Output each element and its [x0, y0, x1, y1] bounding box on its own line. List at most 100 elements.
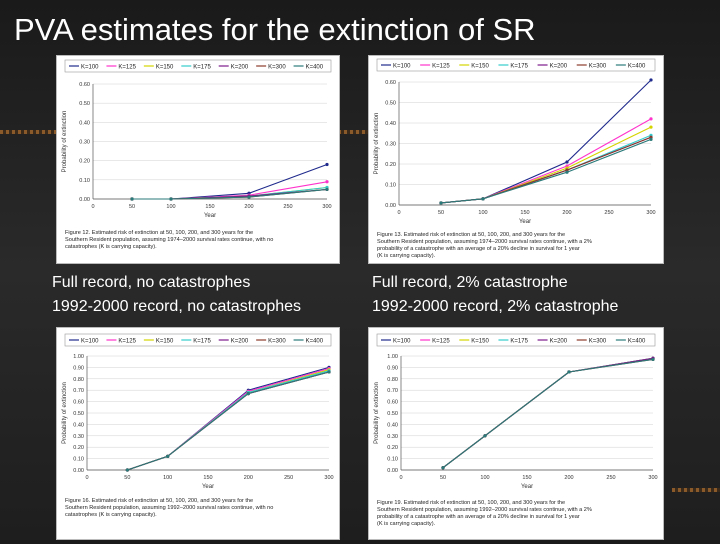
chart-panel-2: K=100 K=125 K=150 K=175 K=200 K=300 K=400 0.00 0… — [368, 55, 664, 264]
data-point-s7-3 — [246, 392, 250, 396]
x-tick-label-5: 250 — [606, 475, 615, 481]
chart-panel-4: K=100 K=125 K=150 K=175 K=200 K=300 K=400 0.00 0… — [368, 327, 664, 540]
figure-caption: Figure 13. Estimated risk of extinction … — [377, 232, 592, 259]
legend-label-2: K=125 — [432, 64, 450, 70]
y-tick-label-5: 0.50 — [385, 101, 396, 107]
legend-label-5: K=200 — [550, 64, 568, 70]
y-tick-label-2: 0.20 — [387, 445, 398, 451]
y-tick-label-1: 0.10 — [387, 457, 398, 463]
y-tick-label-6: 0.60 — [79, 82, 90, 88]
series-line-5 — [440, 136, 652, 204]
y-tick-label-7: 0.70 — [73, 388, 84, 394]
x-tick-label-6: 300 — [646, 210, 655, 216]
data-point-s7-1 — [439, 201, 443, 205]
x-tick-label-4: 200 — [244, 475, 253, 481]
y-axis-label: Probability of extinction — [62, 382, 68, 444]
x-tick-label-1: 50 — [438, 210, 444, 216]
y-tick-label-6: 0.60 — [73, 400, 84, 406]
figure-caption-line: Southern Resident population, assuming 1… — [65, 237, 273, 243]
figure-caption-line: Figure 16. Estimated risk of extinction … — [65, 498, 253, 504]
legend-label-5: K=200 — [231, 339, 249, 345]
y-tick-label-2: 0.20 — [73, 445, 84, 451]
y-tick-label-6: 0.60 — [385, 80, 396, 86]
data-point-s7-2 — [166, 454, 170, 458]
y-tick-label-6: 0.60 — [387, 400, 398, 406]
y-tick-label-3: 0.30 — [387, 434, 398, 440]
y-axis-label: Probability of extinction — [62, 111, 68, 173]
x-axis-label: Year — [519, 219, 531, 225]
x-tick-label-4: 200 — [564, 475, 573, 481]
x-tick-label-5: 250 — [604, 210, 613, 216]
y-tick-label-0: 0.00 — [385, 203, 396, 209]
legend-label-6: K=300 — [589, 64, 607, 70]
series-line-3 — [127, 369, 330, 471]
y-tick-label-1: 0.10 — [385, 183, 396, 189]
y-tick-label-8: 0.80 — [387, 377, 398, 383]
x-tick-label-0: 0 — [91, 204, 94, 210]
figure-caption-line: Southern Resident population, assuming 1… — [65, 505, 273, 511]
x-tick-label-2: 100 — [478, 210, 487, 216]
y-tick-label-9: 0.90 — [73, 365, 84, 371]
caption-left-1: Full record, no catastrophes — [52, 274, 251, 291]
chart-svg-1: K=100 K=125 K=150 K=175 K=200 K=300 K=4000.000… — [62, 59, 332, 250]
legend-label-6: K=300 — [589, 339, 607, 345]
y-tick-label-10: 1.00 — [73, 354, 84, 360]
x-tick-label-3: 150 — [205, 204, 214, 210]
legend-box — [376, 58, 656, 72]
figure-caption: Figure 16. Estimated risk of extinction … — [65, 498, 273, 518]
legend-label-3: K=150 — [471, 339, 489, 345]
series-line-7 — [442, 358, 654, 469]
y-tick-label-8: 0.80 — [73, 377, 84, 383]
y-tick-label-3: 0.30 — [385, 142, 396, 148]
data-point-s7-1 — [125, 468, 129, 472]
y-tick-label-5: 0.50 — [73, 411, 84, 417]
y-tick-label-1: 0.10 — [73, 457, 84, 463]
y-tick-label-1: 0.10 — [79, 178, 90, 184]
figure-caption-line: Figure 12. Estimated risk of extinction … — [65, 230, 253, 236]
series-line-3 — [440, 126, 652, 204]
x-axis-label: Year — [204, 213, 216, 219]
series-line-1 — [132, 163, 328, 200]
chart-svg-3: K=100 K=125 K=150 K=175 K=200 K=300 K=4000.000… — [62, 333, 334, 518]
figure-caption-line: Southern Resident population, assuming 1… — [377, 507, 592, 513]
x-tick-label-2: 100 — [166, 204, 175, 210]
legend-label-3: K=150 — [156, 65, 174, 71]
chart-svg-2: K=100 K=125 K=150 K=175 K=200 K=300 K=4000.000… — [374, 58, 656, 259]
decorative-stripe-left — [0, 130, 58, 134]
caption-left-2: 1992-2000 record, no catastrophes — [52, 298, 302, 315]
x-tick-label-4: 200 — [244, 204, 253, 210]
x-tick-label-3: 150 — [520, 210, 529, 216]
data-point-s2-4 — [325, 180, 329, 184]
slide-title: PVA estimates for the extinction of SR — [14, 12, 536, 47]
legend-label-5: K=200 — [231, 65, 249, 71]
y-tick-label-7: 0.70 — [387, 388, 398, 394]
chart-panel-1: K=100 K=125 K=150 K=175 K=200 K=300 K=400 0.00 0… — [56, 55, 340, 264]
legend-label-3: K=150 — [156, 339, 174, 345]
series-line-2 — [440, 118, 652, 204]
legend-label-3: K=150 — [471, 64, 489, 70]
x-tick-label-5: 250 — [284, 475, 293, 481]
data-point-s7-2 — [481, 197, 485, 201]
data-point-s7-4 — [651, 357, 655, 362]
legend-label-6: K=300 — [268, 339, 286, 345]
legend-label-4: K=175 — [193, 339, 211, 345]
y-tick-label-0: 0.00 — [387, 468, 398, 474]
data-point-s3-4 — [649, 125, 653, 129]
x-tick-label-5: 250 — [283, 204, 292, 210]
x-tick-label-1: 50 — [124, 475, 130, 481]
x-tick-label-6: 300 — [322, 204, 331, 210]
legend-box — [64, 59, 332, 73]
caption-right-1: Full record, 2% catastrophe — [372, 274, 568, 291]
figure-caption: Figure 19. Estimated risk of extinction … — [377, 500, 592, 527]
legend-label-5: K=200 — [550, 339, 568, 345]
x-tick-label-2: 100 — [163, 475, 172, 481]
data-point-s7-3 — [567, 370, 571, 374]
x-axis-label: Year — [521, 484, 533, 490]
data-point-s7-3 — [565, 170, 569, 174]
series-line-4 — [127, 370, 330, 471]
data-point-s1-4 — [649, 78, 653, 82]
data-point-s7-3 — [247, 195, 251, 199]
legend-label-4: K=175 — [510, 339, 528, 345]
data-point-s7-1 — [130, 197, 134, 201]
y-tick-label-2: 0.20 — [79, 159, 90, 165]
